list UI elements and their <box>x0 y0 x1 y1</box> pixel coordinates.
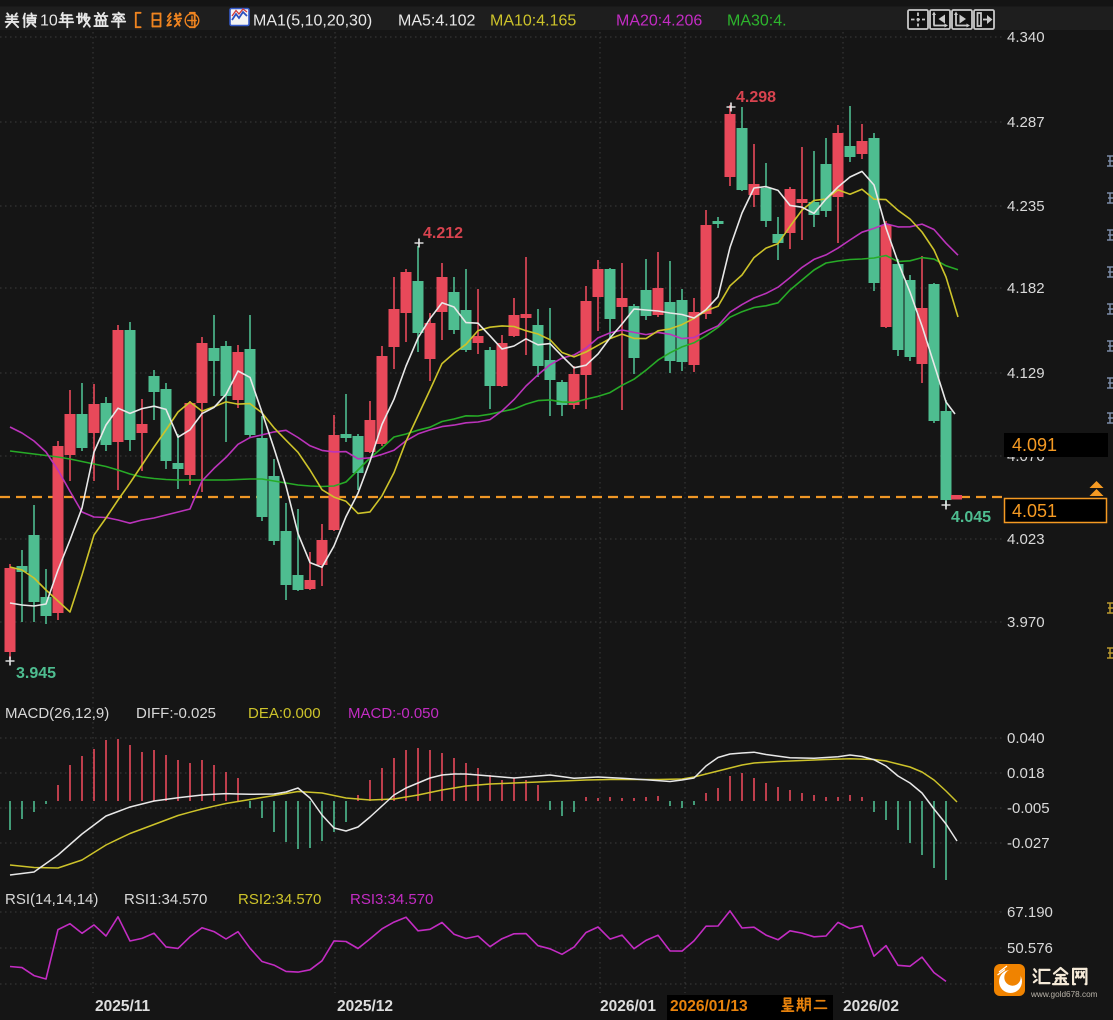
svg-text:RSI(14,14,14): RSI(14,14,14) <box>5 891 98 908</box>
svg-text:2026/02: 2026/02 <box>843 998 899 1015</box>
svg-text:4.298: 4.298 <box>736 89 776 106</box>
svg-text:MACD(26,12,9): MACD(26,12,9) <box>5 705 109 722</box>
svg-text:www.gold678.com: www.gold678.com <box>1030 990 1098 999</box>
svg-text:MACD:-0.050: MACD:-0.050 <box>348 705 439 722</box>
svg-text:3.945: 3.945 <box>16 665 56 682</box>
svg-text:4.091: 4.091 <box>1012 435 1057 455</box>
svg-text:4.045: 4.045 <box>951 509 991 526</box>
svg-text:DEA:0.000: DEA:0.000 <box>248 705 321 722</box>
svg-text:2025/12: 2025/12 <box>337 998 393 1015</box>
svg-text:4.051: 4.051 <box>1012 501 1057 521</box>
svg-text:RSI1:34.570: RSI1:34.570 <box>124 891 207 908</box>
svg-text:RSI2:34.570: RSI2:34.570 <box>238 891 321 908</box>
svg-text:0.040: 0.040 <box>1007 730 1045 747</box>
svg-text:MA5:4.102: MA5:4.102 <box>398 13 475 30</box>
svg-text:MA30:4.: MA30:4. <box>727 13 787 30</box>
svg-text:-0.005: -0.005 <box>1007 800 1050 817</box>
svg-text:DIFF:-0.025: DIFF:-0.025 <box>136 705 216 722</box>
svg-text:10: 10 <box>40 13 58 30</box>
svg-text:0.018: 0.018 <box>1007 765 1045 782</box>
svg-text:RSI3:34.570: RSI3:34.570 <box>350 891 433 908</box>
svg-text:4.023: 4.023 <box>1007 531 1045 548</box>
svg-text:MA1(5,10,20,30): MA1(5,10,20,30) <box>253 13 372 30</box>
svg-text:4.182: 4.182 <box>1007 280 1045 297</box>
svg-text:4.212: 4.212 <box>423 225 463 242</box>
svg-text:MA20:4.206: MA20:4.206 <box>616 13 702 30</box>
svg-text:-0.027: -0.027 <box>1007 835 1050 852</box>
svg-text:MA10:4.165: MA10:4.165 <box>490 13 576 30</box>
svg-text:4.235: 4.235 <box>1007 198 1045 215</box>
svg-text:2026/01/13: 2026/01/13 <box>670 998 748 1015</box>
svg-text:4.340: 4.340 <box>1007 29 1045 46</box>
svg-text:3.970: 3.970 <box>1007 614 1045 631</box>
svg-text:4.129: 4.129 <box>1007 365 1045 382</box>
svg-text:67.190: 67.190 <box>1007 904 1053 921</box>
svg-text:2025/11: 2025/11 <box>95 998 151 1015</box>
svg-text:4.287: 4.287 <box>1007 114 1045 131</box>
svg-text:2026/01: 2026/01 <box>600 998 656 1015</box>
svg-text:50.576: 50.576 <box>1007 940 1053 957</box>
